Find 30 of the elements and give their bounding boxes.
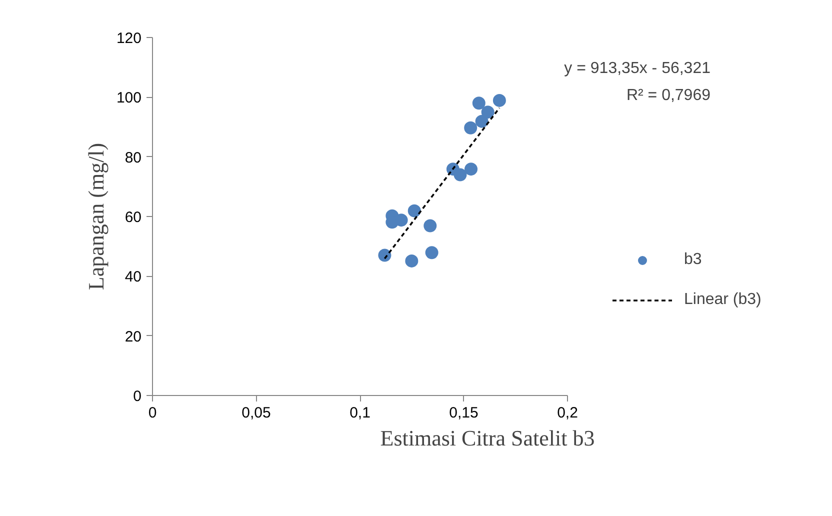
- x-tick-label: 0,15: [449, 404, 478, 422]
- y-tick-label: 40: [124, 268, 142, 286]
- point: [464, 121, 478, 134]
- x-axis-title: Estimasi Citra Satelit b3: [380, 426, 595, 450]
- y-tick-label: 20: [124, 328, 142, 346]
- point: [481, 106, 494, 119]
- y-tick-label: 80: [124, 149, 142, 166]
- legend-label: Linear (b3): [684, 291, 762, 309]
- text: R² = 0,7969: [626, 87, 711, 104]
- x-tick-label: 0: [148, 404, 157, 422]
- point: [408, 204, 421, 218]
- point: [424, 219, 437, 232]
- point: [464, 162, 478, 176]
- y-tick-label: 0: [133, 388, 142, 405]
- point: [405, 254, 418, 268]
- y-tick-label: 100: [116, 90, 142, 107]
- y-tick-label: 60: [124, 209, 142, 226]
- x-tick-label: 0,05: [242, 404, 271, 422]
- x-tick-label: 0,1: [350, 404, 370, 422]
- y-tick-label: 120: [116, 30, 142, 47]
- point: [454, 168, 467, 182]
- point: [475, 114, 488, 128]
- point: [425, 246, 438, 260]
- point: [378, 248, 392, 262]
- x-tick-label: 0,2: [557, 404, 578, 422]
- point: [472, 96, 486, 110]
- point: [492, 94, 506, 107]
- annotation: y = 913,35x - 56,321: [564, 60, 711, 77]
- legend-label: b3: [684, 251, 703, 269]
- y-axis-title: Lapangan (mg/l): [83, 142, 108, 290]
